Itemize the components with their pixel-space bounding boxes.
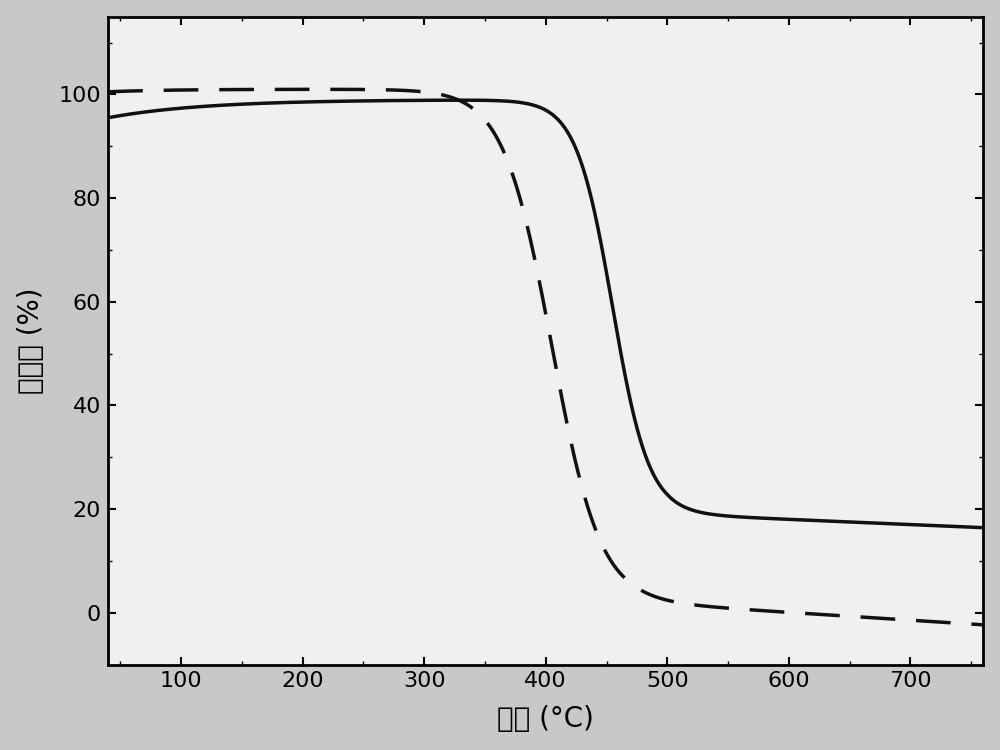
X-axis label: 温度 (°C): 温度 (°C) <box>497 705 594 734</box>
Y-axis label: 重量比 (%): 重量比 (%) <box>17 287 45 394</box>
